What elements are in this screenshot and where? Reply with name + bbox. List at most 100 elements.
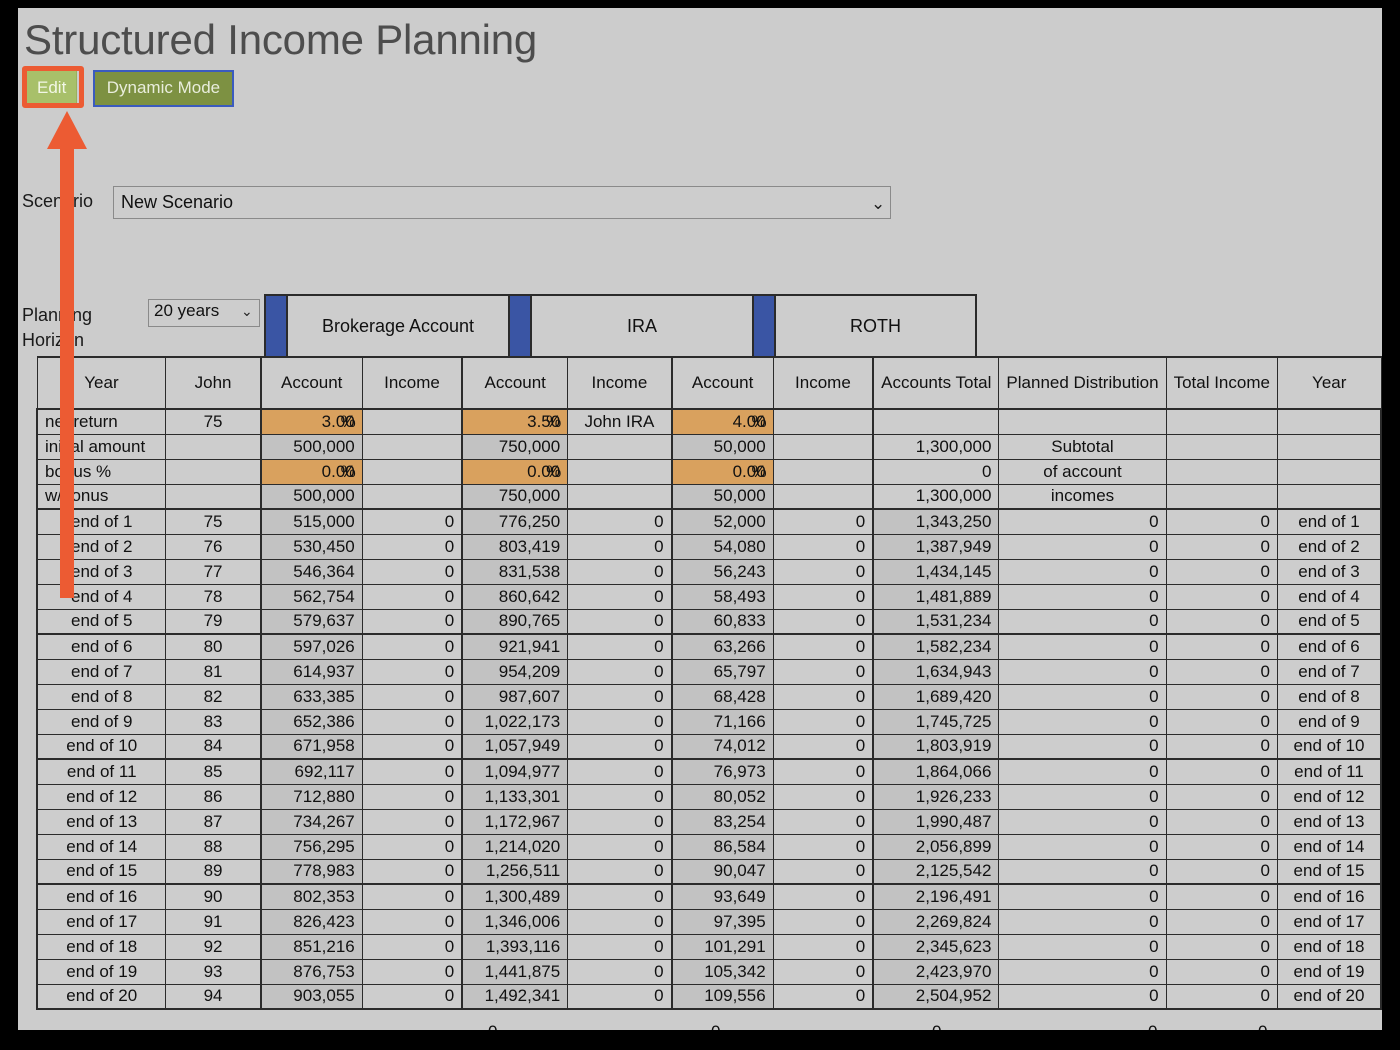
row-ira-income[interactable]: 0 <box>567 733 673 760</box>
row-brokerage-account[interactable]: 579,637 <box>259 608 363 635</box>
row-roth-account[interactable]: 74,012 <box>670 733 774 760</box>
row-accounts-total[interactable]: 1,434,145 <box>872 558 1000 585</box>
row-brokerage-account[interactable]: 778,983 <box>259 858 363 885</box>
row-roth-account[interactable]: 52,000 <box>670 508 774 535</box>
row-roth-account[interactable]: 76,973 <box>670 758 774 785</box>
row-brokerage-account[interactable]: 633,385 <box>259 683 363 710</box>
row-ira-income[interactable]: 0 <box>567 583 673 610</box>
row-year-right[interactable]: end of 15 <box>1276 858 1382 885</box>
row-total-income[interactable]: 0 <box>1165 633 1278 660</box>
row-ira-income[interactable]: 0 <box>567 933 673 960</box>
row-accounts-total[interactable]: 2,504,952 <box>872 983 1000 1010</box>
row-ira-account[interactable]: 1,133,301 <box>461 783 569 810</box>
row-brokerage-account[interactable]: 756,295 <box>259 833 363 860</box>
row-ira-account[interactable]: 803,419 <box>461 533 569 560</box>
row-ira-income[interactable]: 0 <box>567 758 673 785</box>
row-roth-income[interactable]: 0 <box>772 858 874 885</box>
row-john-age[interactable]: 82 <box>165 683 262 710</box>
param-year-right[interactable] <box>1276 483 1382 510</box>
param-roth-income[interactable] <box>772 433 874 460</box>
param-ira-income[interactable] <box>567 433 673 460</box>
row-brokerage-income[interactable]: 0 <box>361 583 463 610</box>
row-ira-income[interactable]: 0 <box>567 958 673 985</box>
row-roth-income[interactable]: 0 <box>772 533 874 560</box>
row-brokerage-income[interactable]: 0 <box>361 533 463 560</box>
edit-button[interactable]: Edit <box>26 70 78 107</box>
row-year-left[interactable]: end of 4 <box>36 583 167 610</box>
row-ira-account[interactable]: 954,209 <box>461 658 569 685</box>
row-brokerage-income[interactable]: 0 <box>361 758 463 785</box>
row-john-age[interactable]: 77 <box>165 558 262 585</box>
param-accounts-total[interactable] <box>872 408 1000 435</box>
row-roth-account[interactable]: 97,395 <box>670 908 774 935</box>
row-planned-distribution[interactable]: 0 <box>998 708 1167 735</box>
account-marker-roth-icon[interactable] <box>754 296 776 356</box>
param-total-income[interactable] <box>1165 458 1278 485</box>
row-ira-account[interactable]: 1,441,875 <box>461 958 569 985</box>
row-accounts-total[interactable]: 2,125,542 <box>872 858 1000 885</box>
row-brokerage-income[interactable]: 0 <box>361 783 463 810</box>
row-ira-account[interactable]: 1,300,489 <box>461 883 569 910</box>
planning-horizon-select[interactable] <box>148 299 260 327</box>
row-ira-income[interactable]: 0 <box>567 508 673 535</box>
param-roth-account[interactable]: 0.00 <box>670 458 774 485</box>
row-john-age[interactable]: 79 <box>165 608 262 635</box>
param-year-right[interactable] <box>1276 408 1382 435</box>
row-total-income[interactable]: 0 <box>1165 608 1278 635</box>
row-brokerage-account[interactable]: 851,216 <box>259 933 363 960</box>
row-year-left[interactable]: end of 13 <box>36 808 167 835</box>
row-ira-account[interactable]: 890,765 <box>461 608 569 635</box>
row-ira-income[interactable]: 0 <box>567 633 673 660</box>
row-year-right[interactable]: end of 3 <box>1276 558 1382 585</box>
row-year-left[interactable]: end of 5 <box>36 608 167 635</box>
row-ira-account[interactable]: 1,256,511 <box>461 858 569 885</box>
param-john-age[interactable] <box>165 433 262 460</box>
row-year-right[interactable]: end of 9 <box>1276 708 1382 735</box>
row-year-left[interactable]: end of 2 <box>36 533 167 560</box>
row-year-left[interactable]: end of 11 <box>36 758 167 785</box>
row-year-left[interactable]: end of 10 <box>36 733 167 760</box>
row-ira-income[interactable]: 0 <box>567 533 673 560</box>
row-john-age[interactable]: 91 <box>165 908 262 935</box>
param-john-age[interactable]: 75 <box>165 408 262 435</box>
row-roth-income[interactable]: 0 <box>772 733 874 760</box>
row-john-age[interactable]: 89 <box>165 858 262 885</box>
row-brokerage-account[interactable]: 671,958 <box>259 733 363 760</box>
row-brokerage-account[interactable]: 614,937 <box>259 658 363 685</box>
param-roth-account[interactable]: 4.00 <box>670 408 774 435</box>
row-roth-account[interactable]: 86,584 <box>670 833 774 860</box>
param-brokerage-account[interactable]: 3.00 <box>259 408 363 435</box>
row-planned-distribution[interactable]: 0 <box>998 608 1167 635</box>
row-roth-account[interactable]: 63,266 <box>670 633 774 660</box>
row-roth-account[interactable]: 58,493 <box>670 583 774 610</box>
param-label[interactable]: initial amount <box>36 433 167 460</box>
row-year-right[interactable]: end of 13 <box>1276 808 1382 835</box>
row-roth-account[interactable]: 60,833 <box>670 608 774 635</box>
row-roth-account[interactable]: 56,243 <box>670 558 774 585</box>
row-year-right[interactable]: end of 4 <box>1276 583 1382 610</box>
row-roth-income[interactable]: 0 <box>772 758 874 785</box>
row-planned-distribution[interactable]: 0 <box>998 533 1167 560</box>
row-year-right[interactable]: end of 14 <box>1276 833 1382 860</box>
row-roth-income[interactable]: 0 <box>772 508 874 535</box>
row-year-left[interactable]: end of 15 <box>36 858 167 885</box>
account-name-roth[interactable]: ROTH <box>850 315 901 336</box>
param-brokerage-account[interactable]: 500,000 <box>259 433 363 460</box>
row-year-left[interactable]: end of 19 <box>36 958 167 985</box>
param-brokerage-income[interactable] <box>361 408 463 435</box>
row-brokerage-income[interactable]: 0 <box>361 808 463 835</box>
row-accounts-total[interactable]: 1,582,234 <box>872 633 1000 660</box>
row-year-right[interactable]: end of 11 <box>1276 758 1382 785</box>
param-ira-account[interactable]: 0.00 <box>461 458 569 485</box>
row-total-income[interactable]: 0 <box>1165 908 1278 935</box>
row-accounts-total[interactable]: 2,196,491 <box>872 883 1000 910</box>
row-year-left[interactable]: end of 17 <box>36 908 167 935</box>
param-john-age[interactable] <box>165 458 262 485</box>
row-brokerage-account[interactable]: 562,754 <box>259 583 363 610</box>
row-ira-account[interactable]: 831,538 <box>461 558 569 585</box>
row-total-income[interactable]: 0 <box>1165 758 1278 785</box>
row-john-age[interactable]: 84 <box>165 733 262 760</box>
row-john-age[interactable]: 90 <box>165 883 262 910</box>
row-brokerage-account[interactable]: 876,753 <box>259 958 363 985</box>
row-year-right[interactable]: end of 1 <box>1276 508 1382 535</box>
